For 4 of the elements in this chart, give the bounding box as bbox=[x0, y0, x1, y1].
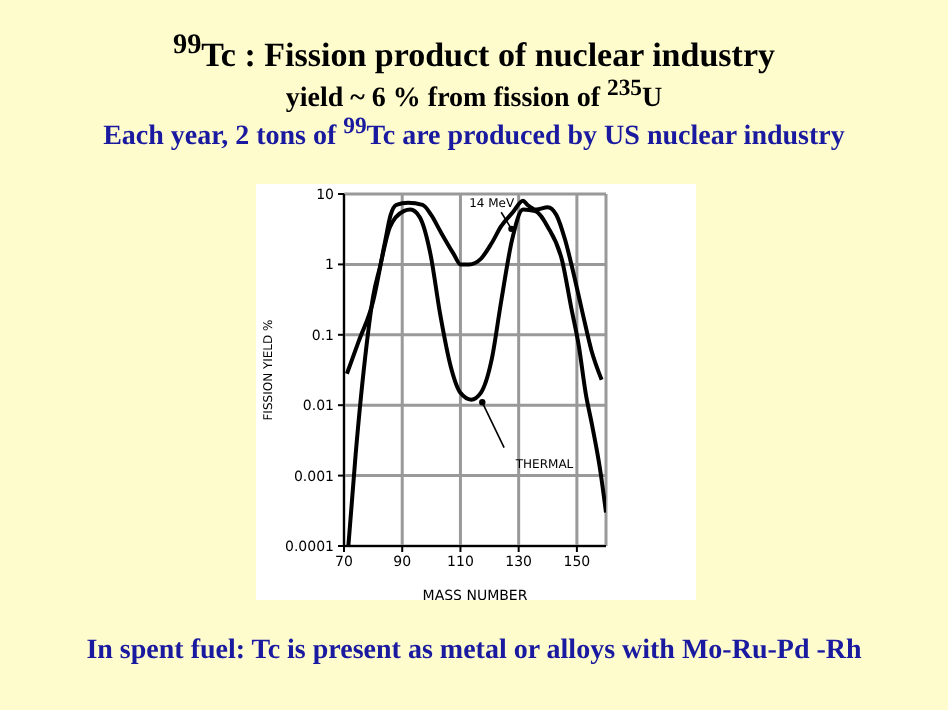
text: Each year, 2 tons of $^{99}$Tc are produced by US nuclear industry bbox=[103, 112, 845, 152]
text: In spent fuel: Tc is present as metal or alloys with Mo-Ru-Pd -Rh bbox=[86, 636, 862, 666]
chart-subtitle: yield ~ 6 % from fission of $^{235}$U bbox=[285, 74, 663, 114]
chart-title: $^{99}$Tc : Fission product of nuclear industry bbox=[173, 28, 775, 74]
